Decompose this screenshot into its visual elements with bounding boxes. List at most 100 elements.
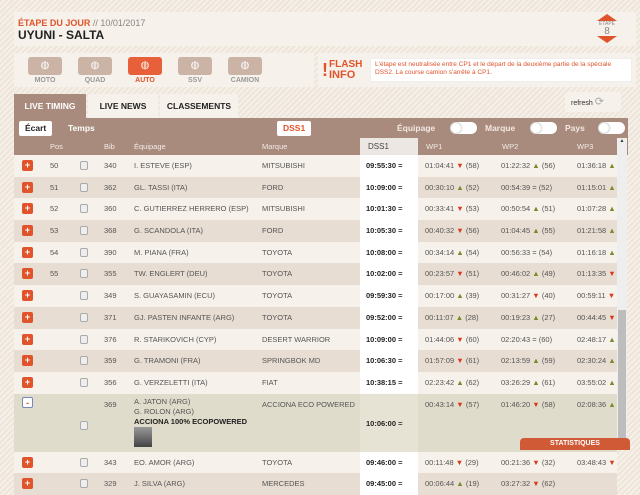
table-row[interactable]: + 329 J. SILVA (ARG) MERCEDES 09:45:00 =… [14, 473, 617, 495]
table-row[interactable]: + 343 EO. AMOR (ARG) TOYOTA 09:46:00 = 0… [14, 451, 617, 474]
pays-toggle-label: Pays [565, 123, 585, 133]
bib-number: 343 [104, 457, 117, 467]
ecart-button[interactable]: Écart [19, 121, 53, 136]
row-checkbox[interactable] [80, 420, 88, 430]
expand-button[interactable]: + [22, 355, 33, 367]
column-header-marque[interactable]: Marque [262, 142, 288, 151]
expand-button[interactable]: + [22, 268, 33, 280]
expand-button[interactable]: + [22, 376, 33, 388]
category-auto[interactable]: ◍ AUTO [128, 57, 162, 84]
column-header-wp1[interactable]: WP1 [426, 142, 443, 151]
row-checkbox[interactable] [80, 291, 88, 301]
crew-name: C. GUTIERREZ HERRERO (ESP) [134, 204, 249, 214]
category-label: SSV [187, 77, 202, 84]
stage-up-icon[interactable] [597, 14, 617, 21]
row-checkbox[interactable] [80, 182, 88, 192]
table-row[interactable]: + 349 S. GUAYASAMIN (ECU) TOYOTA 09:59:3… [14, 285, 617, 307]
row-checkbox[interactable] [80, 377, 88, 387]
expand-button[interactable]: + [22, 456, 33, 468]
team-name: ACCIONA 100% ECOPOWERED [134, 416, 248, 426]
table-row[interactable]: + 50 340 I. ESTEVE (ESP) MITSUBISHI 09:5… [14, 155, 617, 177]
table-row[interactable]: + 371 GJ. PASTEN INFANTE (ARG) TOYOTA 09… [14, 306, 617, 329]
flash-info-message: L'étape est neutralisée entre CP1 et le … [370, 58, 632, 82]
category-moto[interactable]: ◍ MOTO [28, 57, 62, 84]
row-checkbox[interactable] [80, 356, 88, 366]
expand-button[interactable]: + [22, 203, 33, 215]
expand-button[interactable]: + [22, 160, 33, 171]
column-header-equipage[interactable]: Équipage [134, 142, 166, 151]
expand-button[interactable]: + [22, 246, 33, 258]
column-header-wp3[interactable]: WP3 [577, 142, 594, 151]
pays-toggle[interactable] [598, 122, 625, 134]
column-header-pos[interactable]: Pos [50, 142, 63, 151]
row-checkbox[interactable] [80, 247, 88, 257]
temps-button[interactable]: Temps [68, 123, 95, 133]
tab-classements[interactable]: CLASSEMENTS [160, 94, 238, 118]
wp2-time: 02:20:43 = (60) [501, 334, 553, 344]
table-row[interactable]: + 359 G. TRAMONI (FRA) SPRINGBOK MD 10:0… [14, 350, 617, 372]
table-row[interactable]: + 356 G. VERZELETTI (ITA) FIAT 10:38:15 … [14, 371, 617, 394]
brand: TOYOTA [262, 457, 293, 467]
category-quad[interactable]: ◍ QUAD [78, 57, 112, 84]
dss1-time: 10:09:00 = [360, 176, 418, 199]
row-checkbox[interactable] [80, 204, 88, 214]
column-header-bib[interactable]: Bib [104, 142, 115, 151]
dss1-time: 09:46:00 = [360, 451, 418, 474]
tab-live-timing[interactable]: LIVE TIMING [14, 94, 86, 118]
column-header-wp2[interactable]: WP2 [502, 142, 519, 151]
scrollbar[interactable]: ▲ [617, 138, 627, 447]
stage-down-icon[interactable] [597, 36, 617, 43]
bib-number: 371 [104, 312, 117, 322]
expand-button[interactable]: + [22, 311, 33, 323]
expand-button[interactable]: + [22, 181, 33, 193]
expand-button[interactable]: + [22, 225, 33, 237]
table-row[interactable]: - 369 A. JATON (ARG) G. ROLON (ARG) ACCION… [14, 393, 617, 452]
collapse-button[interactable]: - [22, 396, 33, 408]
wp2-time: 03:27:32 ▼ (62) [501, 479, 556, 489]
row-checkbox[interactable] [80, 226, 88, 236]
table-row[interactable]: + 54 390 M. PIANA (FRA) TOYOTA 10:08:00 … [14, 241, 617, 264]
wp3-time: 00:59:11 ▼ [577, 291, 616, 301]
table-row[interactable]: + 52 360 C. GUTIERREZ HERRERO (ESP) MITS… [14, 198, 617, 221]
row-checkbox[interactable] [80, 334, 88, 344]
expand-button[interactable]: + [22, 333, 33, 345]
row-checkbox[interactable] [80, 457, 88, 467]
motorbike-icon: ◍ [28, 57, 62, 75]
category-label: CAMION [230, 77, 260, 84]
column-header-dss1[interactable]: DSS1 [360, 138, 418, 155]
position: 53 [50, 226, 59, 236]
tab-live-news[interactable]: LIVE NEWS [88, 94, 158, 118]
dss-selector[interactable]: DSS1 [277, 121, 312, 136]
row-checkbox[interactable] [80, 312, 88, 322]
table-row[interactable]: + 376 R. STARIKOVICH (CYP) DESERT WARRIO… [14, 328, 617, 351]
table-row[interactable]: + 53 368 G. SCANDOLA (ITA) FORD 10:05:30… [14, 220, 617, 242]
stage-selector[interactable]: ÉTAPE 8 [592, 14, 622, 43]
wp3-time: 01:07:28 ▲ [577, 204, 616, 214]
marque-toggle[interactable] [530, 122, 557, 134]
scroll-up-icon[interactable]: ▲ [619, 138, 625, 144]
wp1-time: 00:30:10 ▲ (52) [425, 182, 480, 192]
table-row[interactable]: + 51 362 GL. TASSI (ITA) FORD 10:09:00 =… [14, 176, 617, 199]
wp3-time: 03:48:43 ▼ [577, 457, 616, 467]
category-ssv[interactable]: ◍ SSV [178, 57, 212, 84]
row-checkbox[interactable] [80, 479, 88, 489]
refresh-label: refresh [571, 100, 593, 107]
row-checkbox[interactable] [80, 161, 88, 170]
scrollbar-thumb[interactable] [618, 310, 626, 440]
row-checkbox[interactable] [80, 269, 88, 279]
statistics-button[interactable]: STATISTIQUES [520, 438, 630, 450]
wp2-time: 01:04:45 ▲ (55) [501, 226, 556, 236]
table-row[interactable]: + 55 355 TW. ENGLERT (DEU) TOYOTA 10:02:… [14, 263, 617, 286]
expand-button[interactable]: + [22, 290, 33, 302]
position: 51 [50, 182, 59, 192]
expand-button[interactable]: + [22, 478, 33, 490]
refresh-button[interactable]: refresh ⟳ [565, 92, 621, 112]
flash-title-1: FLASH [329, 59, 363, 70]
position: 52 [50, 204, 59, 214]
category-camion[interactable]: ◍ CAMION [228, 57, 262, 84]
wp1-time: 00:34:14 ▲ (54) [425, 247, 480, 257]
crew-name: GL. TASSI (ITA) [134, 182, 188, 192]
equipage-toggle[interactable] [450, 122, 477, 134]
position: 50 [50, 161, 59, 170]
brand: ACCIONA ECO POWERED [262, 399, 355, 409]
